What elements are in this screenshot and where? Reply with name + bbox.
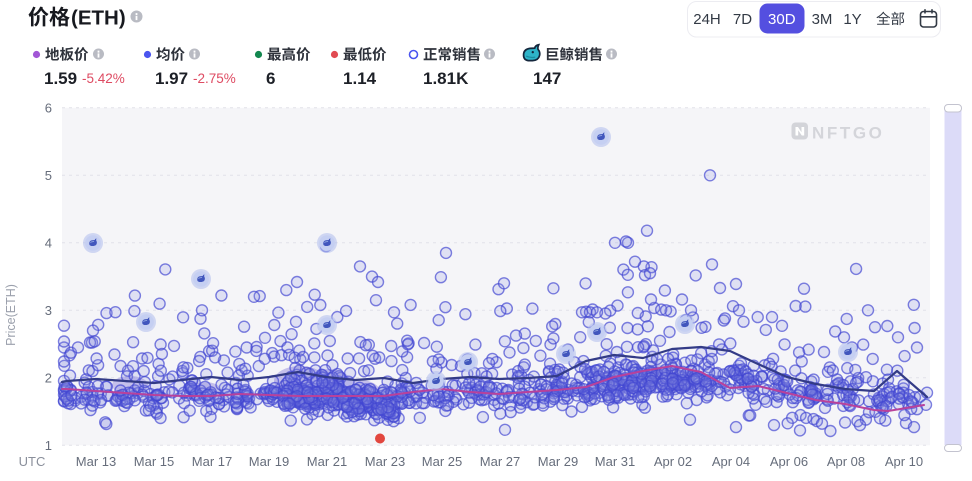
svg-text:UTC: UTC (19, 454, 46, 469)
svg-text:2: 2 (45, 370, 52, 385)
svg-text:Mar 13: Mar 13 (76, 454, 116, 469)
svg-text:Mar 23: Mar 23 (365, 454, 405, 469)
svg-text:Mar 17: Mar 17 (192, 454, 232, 469)
svg-text:Price(ETH): Price(ETH) (4, 284, 18, 346)
svg-text:1Y: 1Y (843, 11, 861, 28)
svg-text:-2.75%: -2.75% (193, 71, 236, 86)
svg-text:30D: 30D (768, 11, 796, 28)
svg-text:Mar 27: Mar 27 (480, 454, 520, 469)
svg-text:1.59: 1.59 (44, 69, 77, 88)
svg-text:7D: 7D (733, 11, 752, 28)
svg-text:NFTGO: NFTGO (812, 124, 885, 143)
svg-text:Apr 08: Apr 08 (827, 454, 865, 469)
svg-text:Mar 29: Mar 29 (538, 454, 578, 469)
svg-text:Mar 25: Mar 25 (422, 454, 462, 469)
svg-text:6: 6 (266, 69, 275, 88)
svg-text:24H: 24H (693, 11, 721, 28)
svg-text:-5.42%: -5.42% (82, 71, 125, 86)
svg-text:4: 4 (45, 235, 52, 250)
svg-text:1.14: 1.14 (343, 69, 377, 88)
svg-text:Mar 15: Mar 15 (134, 454, 174, 469)
svg-text:Apr 10: Apr 10 (885, 454, 923, 469)
svg-text:5: 5 (45, 168, 52, 183)
svg-text:147: 147 (533, 69, 561, 88)
svg-text:Mar 19: Mar 19 (249, 454, 289, 469)
svg-text:3M: 3M (812, 11, 833, 28)
svg-text:(ETH): (ETH) (71, 7, 126, 30)
svg-text:1.81K: 1.81K (423, 69, 469, 88)
svg-text:Apr 04: Apr 04 (712, 454, 750, 469)
svg-text:3: 3 (45, 303, 52, 318)
svg-text:6: 6 (45, 100, 52, 115)
svg-text:Apr 06: Apr 06 (770, 454, 808, 469)
svg-text:Mar 31: Mar 31 (595, 454, 635, 469)
svg-text:1.97: 1.97 (155, 69, 188, 88)
svg-text:Apr 02: Apr 02 (654, 454, 692, 469)
svg-text:Mar 21: Mar 21 (307, 454, 347, 469)
svg-text:1: 1 (45, 438, 52, 453)
